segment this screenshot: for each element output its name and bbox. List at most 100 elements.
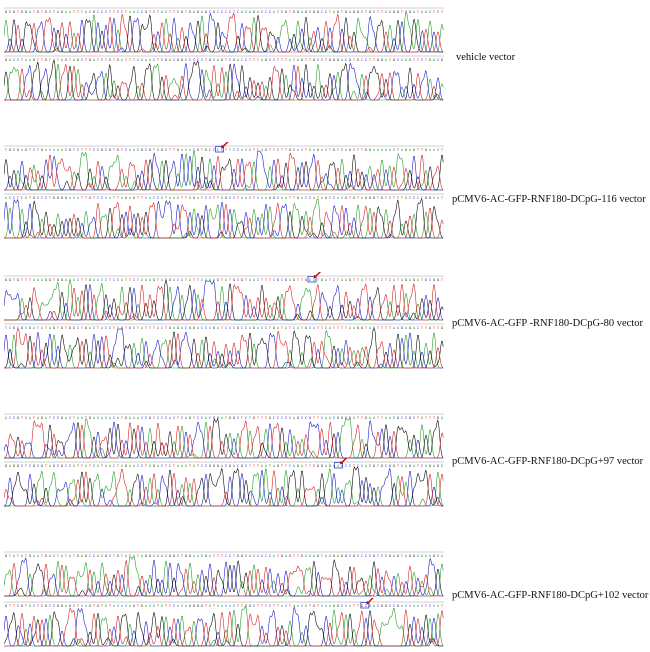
- base-call: T: [217, 196, 220, 200]
- base-call: A: [25, 196, 28, 200]
- base-call: A: [65, 278, 68, 282]
- base-call: G: [345, 554, 347, 558]
- base-call: A: [81, 554, 84, 558]
- base-call: T: [213, 554, 216, 558]
- base-call: C: [81, 58, 83, 62]
- base-call: C: [237, 148, 239, 152]
- base-call: A: [341, 58, 344, 62]
- base-call: T: [141, 196, 144, 200]
- base-call: C: [421, 58, 423, 62]
- mutation-arrow-icon: [222, 142, 229, 148]
- base-call: A: [157, 464, 160, 468]
- base-call: G: [25, 10, 27, 14]
- base-call: T: [113, 58, 116, 62]
- base-call: C: [389, 604, 391, 608]
- base-call: A: [145, 58, 148, 62]
- base-call: T: [309, 58, 312, 62]
- base-call: G: [29, 326, 31, 330]
- base-call: C: [313, 464, 315, 468]
- trace-channel-C: [4, 12, 444, 53]
- base-call: C: [165, 554, 167, 558]
- base-call: G: [325, 196, 327, 200]
- base-call: A: [129, 10, 132, 14]
- base-call: T: [13, 278, 16, 282]
- base-call: C: [393, 416, 395, 420]
- base-call: C: [177, 278, 179, 282]
- base-call: T: [353, 464, 356, 468]
- base-call: T: [237, 196, 240, 200]
- base-call: G: [5, 604, 7, 608]
- base-call: T: [225, 416, 228, 420]
- base-call: G: [61, 10, 63, 14]
- base-call: G: [409, 58, 411, 62]
- base-call: A: [9, 464, 12, 468]
- base-call: A: [141, 58, 144, 62]
- base-call: C: [137, 58, 139, 62]
- base-call: G: [237, 554, 239, 558]
- base-call: C: [217, 604, 219, 608]
- base-call: C: [121, 10, 123, 14]
- trace-channel-A: [4, 280, 444, 321]
- base-call: G: [45, 604, 47, 608]
- base-call: G: [413, 278, 415, 282]
- base-call: G: [213, 416, 215, 420]
- base-call: C: [185, 58, 187, 62]
- base-call: T: [365, 10, 368, 14]
- base-call: G: [373, 464, 375, 468]
- base-call: T: [121, 148, 124, 152]
- base-call: A: [141, 554, 144, 558]
- base-call: A: [161, 196, 164, 200]
- base-call: T: [305, 58, 308, 62]
- trace-channel-C: [4, 467, 444, 507]
- base-call: A: [205, 278, 208, 282]
- base-call: T: [181, 554, 184, 558]
- base-call: A: [421, 416, 424, 420]
- base-call: C: [361, 554, 363, 558]
- base-call: G: [409, 464, 411, 468]
- base-call: A: [413, 464, 416, 468]
- base-call: T: [253, 148, 256, 152]
- base-call: C: [225, 326, 227, 330]
- base-call: C: [285, 604, 287, 608]
- base-call: T: [153, 416, 156, 420]
- base-call: A: [129, 196, 132, 200]
- base-call: G: [193, 604, 195, 608]
- base-call: T: [81, 10, 84, 14]
- base-call: G: [233, 416, 235, 420]
- base-call: G: [233, 278, 235, 282]
- base-call: T: [173, 464, 176, 468]
- base-call: G: [265, 58, 267, 62]
- base-call: A: [377, 148, 380, 152]
- base-call: G: [253, 326, 255, 330]
- base-call: G: [317, 464, 319, 468]
- base-call: G: [145, 554, 147, 558]
- base-call: C: [441, 464, 443, 468]
- base-call: A: [141, 278, 144, 282]
- base-call: A: [429, 148, 432, 152]
- base-call: T: [97, 326, 100, 330]
- base-call: C: [197, 58, 199, 62]
- base-call: A: [149, 58, 152, 62]
- base-call: A: [137, 416, 140, 420]
- base-call: A: [249, 554, 252, 558]
- base-call: T: [317, 326, 320, 330]
- base-call: G: [241, 278, 243, 282]
- base-call: A: [213, 278, 216, 282]
- base-call: G: [361, 326, 363, 330]
- base-call: T: [261, 278, 264, 282]
- base-call: C: [369, 464, 371, 468]
- base-call: C: [253, 604, 255, 608]
- base-call: C: [365, 604, 367, 608]
- base-call: A: [33, 326, 36, 330]
- base-call: C: [177, 554, 179, 558]
- base-call: G: [409, 326, 411, 330]
- base-call: T: [9, 604, 12, 608]
- base-call: A: [313, 148, 316, 152]
- base-call: G: [221, 58, 223, 62]
- base-call: T: [257, 464, 260, 468]
- base-call: G: [361, 604, 363, 608]
